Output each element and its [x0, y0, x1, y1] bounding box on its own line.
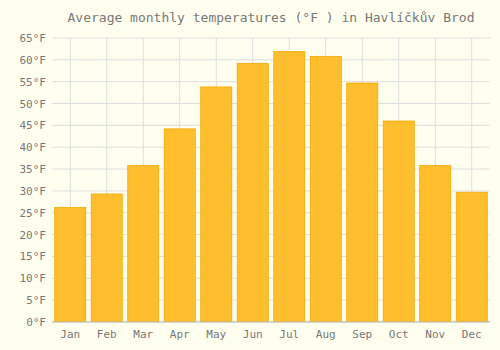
- bar: [55, 208, 86, 322]
- x-tick-label: Aug: [316, 328, 336, 341]
- bar: [201, 87, 232, 322]
- y-tick-label: 45°F: [20, 119, 47, 132]
- x-tick-label: Apr: [170, 328, 190, 341]
- chart: Average monthly temperatures (°F ) in Ha…: [0, 0, 500, 350]
- bar: [237, 63, 268, 322]
- x-tick-label: Sep: [352, 328, 372, 341]
- y-grid-line: [52, 125, 490, 126]
- y-grid-line: [52, 81, 490, 82]
- y-tick-label: 50°F: [20, 98, 47, 111]
- x-tick-label: Jul: [279, 328, 299, 341]
- x-tick-label: Oct: [389, 328, 409, 341]
- y-tick-label: 0°F: [26, 316, 46, 329]
- y-tick-label: 55°F: [20, 76, 47, 89]
- bar: [310, 56, 341, 322]
- bar: [91, 194, 122, 322]
- bar: [420, 166, 451, 322]
- title: Average monthly temperatures (°F ) in Ha…: [68, 10, 475, 25]
- x-axis-line: [52, 322, 490, 323]
- y-grid-line: [52, 147, 490, 148]
- page: {"chart_data": {"type": "bar", "title": …: [0, 0, 500, 350]
- y-tick-label: 5°F: [26, 294, 46, 307]
- y-tick-label: 35°F: [20, 163, 47, 176]
- x-tick-label: May: [206, 328, 226, 341]
- background: [0, 0, 500, 350]
- y-grid-line: [52, 38, 490, 39]
- x-tick-label: Jan: [60, 328, 80, 341]
- bars: [55, 52, 488, 322]
- y-tick-label: 15°F: [20, 250, 47, 263]
- bar: [347, 83, 378, 322]
- grid: [52, 38, 490, 322]
- y-tick-label: 30°F: [20, 185, 47, 198]
- x-tick-label: Mar: [133, 328, 153, 341]
- bar: [456, 192, 487, 322]
- bar: [128, 166, 159, 322]
- y-tick-label: 20°F: [20, 229, 47, 242]
- y-tick-label: 60°F: [20, 54, 47, 67]
- y-grid-line: [52, 322, 490, 323]
- bar: [274, 52, 305, 322]
- y-tick-label: 10°F: [20, 272, 47, 285]
- y-grid-line: [52, 103, 490, 104]
- y-grid-line: [52, 59, 490, 60]
- bar: [164, 129, 195, 322]
- x-tick-label: Jun: [243, 328, 263, 341]
- y-tick-label: 25°F: [20, 207, 47, 220]
- x-tick-label: Feb: [97, 328, 117, 341]
- y-tick-label: 40°F: [20, 141, 47, 154]
- y-tick-label: 65°F: [20, 32, 47, 45]
- x-tick-label: Dec: [462, 328, 482, 341]
- bar: [383, 121, 414, 322]
- x-tick-label: Nov: [425, 328, 445, 341]
